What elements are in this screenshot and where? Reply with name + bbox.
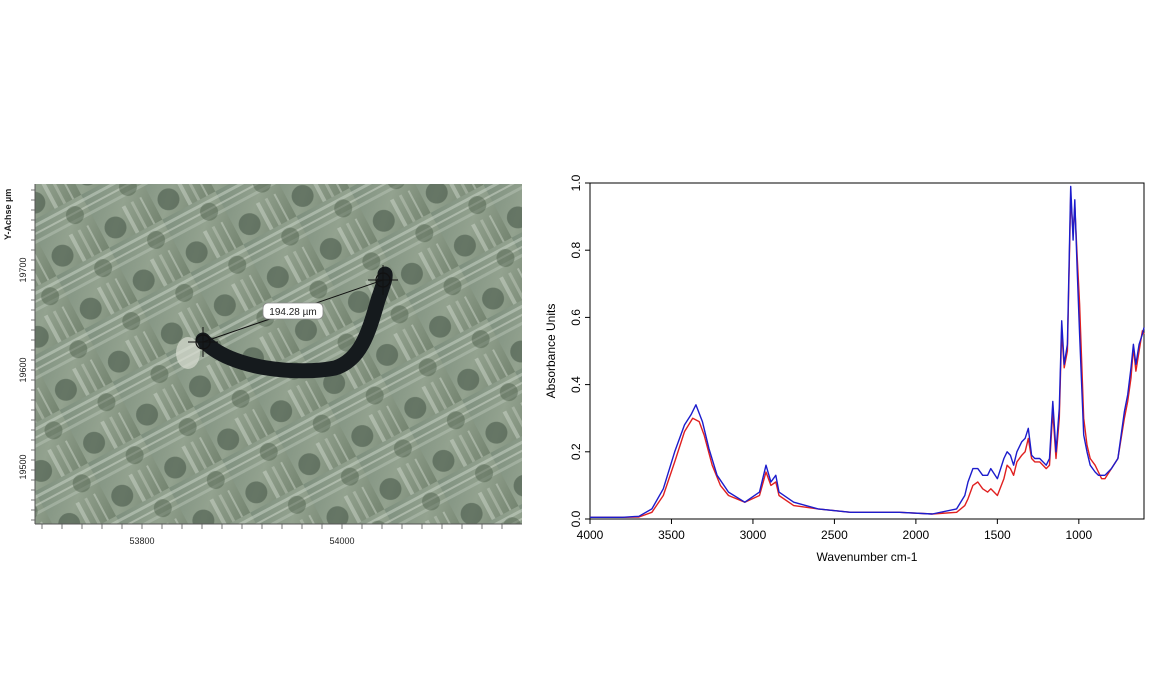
measurement-overlay[interactable]: 194.28 µm — [188, 265, 398, 357]
micro-x-tick-54000: 54000 — [329, 536, 354, 546]
micro-y-axis-label: Y-Achse µm — [3, 189, 13, 240]
micro-y-tick-19500: 19500 — [18, 454, 28, 479]
series-line-2 — [590, 185, 1145, 518]
y-tick-label: 0.2 — [569, 443, 583, 460]
spectrum-chart: 4000 3500 3000 2500 2000 1500 1000 0.00.20.40.… — [544, 174, 1145, 564]
plot-frame — [589, 182, 1145, 520]
microscope-panel: 194.28 µm Y-Achse µm 19700 19600 19500 5… — [3, 184, 522, 546]
x-tick-label: 4000 — [577, 528, 604, 542]
series-lines — [590, 185, 1145, 518]
micro-y-tick-19700: 19700 — [18, 257, 28, 282]
y-tick-label: 1.0 — [569, 174, 583, 191]
x-axis-label: Wavenumber cm-1 — [817, 550, 918, 564]
y-tick-label: 0.6 — [569, 309, 583, 326]
y-axis-label: Absorbance Units — [544, 304, 558, 399]
measurement-label: 194.28 µm — [269, 307, 316, 318]
y-tick-label: 0.8 — [569, 242, 583, 259]
x-tick-label: 1500 — [984, 528, 1011, 542]
series-line-1 — [590, 195, 1145, 518]
micro-x-tick-53800: 53800 — [129, 536, 154, 546]
x-tick-label: 2500 — [821, 528, 848, 542]
bubble — [176, 337, 200, 369]
y-tick-label: 0.0 — [569, 510, 583, 527]
x-tick-label: 3500 — [658, 528, 685, 542]
crosshair-start[interactable] — [188, 327, 218, 357]
y-tick-label: 0.4 — [569, 376, 583, 393]
y-axis: 0.0 0.2 0.4 0.6 0.8 1.0 — [569, 174, 590, 527]
microscope-image — [35, 184, 522, 524]
x-axis: 4000 3500 3000 2500 2000 1500 1000 — [577, 519, 1092, 542]
micro-axes: Y-Achse µm 19700 19600 19500 53800 54000 — [3, 184, 522, 546]
crosshair-end[interactable] — [368, 265, 398, 295]
measurement-label-box — [262, 302, 324, 320]
x-tick-label: 2000 — [903, 528, 930, 542]
x-tick-label: 3000 — [740, 528, 767, 542]
x-tick-label: 1000 — [1065, 528, 1092, 542]
micro-y-tick-19600: 19600 — [18, 357, 28, 382]
